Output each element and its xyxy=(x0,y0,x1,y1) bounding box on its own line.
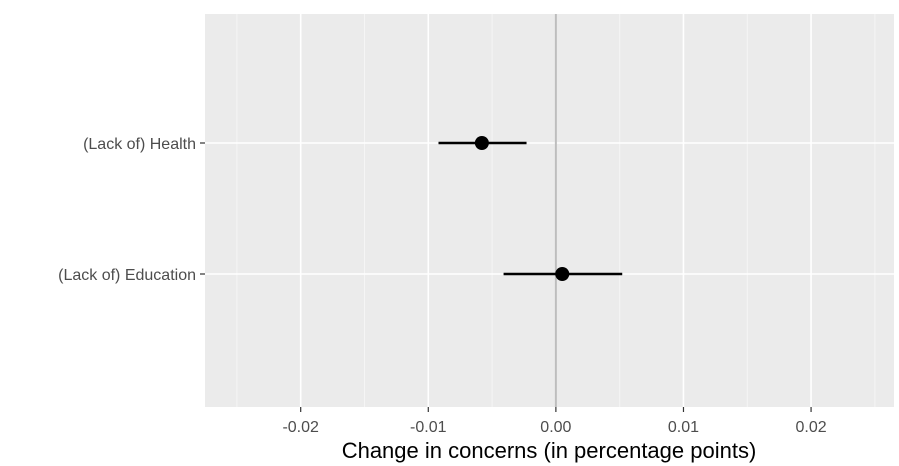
x-tick-label: -0.02 xyxy=(282,419,319,436)
point-estimates xyxy=(474,136,570,281)
y-tick-label: (Lack of) Health xyxy=(83,136,196,153)
plot-panel xyxy=(205,14,894,407)
point-estimate xyxy=(555,267,570,281)
x-axis-title: Change in concerns (in percentage points… xyxy=(342,438,757,463)
point-estimate xyxy=(474,136,489,150)
x-axis-ticks: -0.02 -0.01 0.00 0.01 0.02 xyxy=(282,407,827,436)
y-axis-ticks: (Lack of) Health (Lack of) Education xyxy=(58,136,205,284)
x-tick-label: 0.02 xyxy=(795,419,826,436)
y-tick-label: (Lack of) Education xyxy=(58,267,196,284)
x-tick-label: -0.01 xyxy=(410,419,447,436)
grid-minor xyxy=(236,14,876,407)
x-tick-label: 0.00 xyxy=(540,419,571,436)
x-tick-label: 0.01 xyxy=(668,419,699,436)
